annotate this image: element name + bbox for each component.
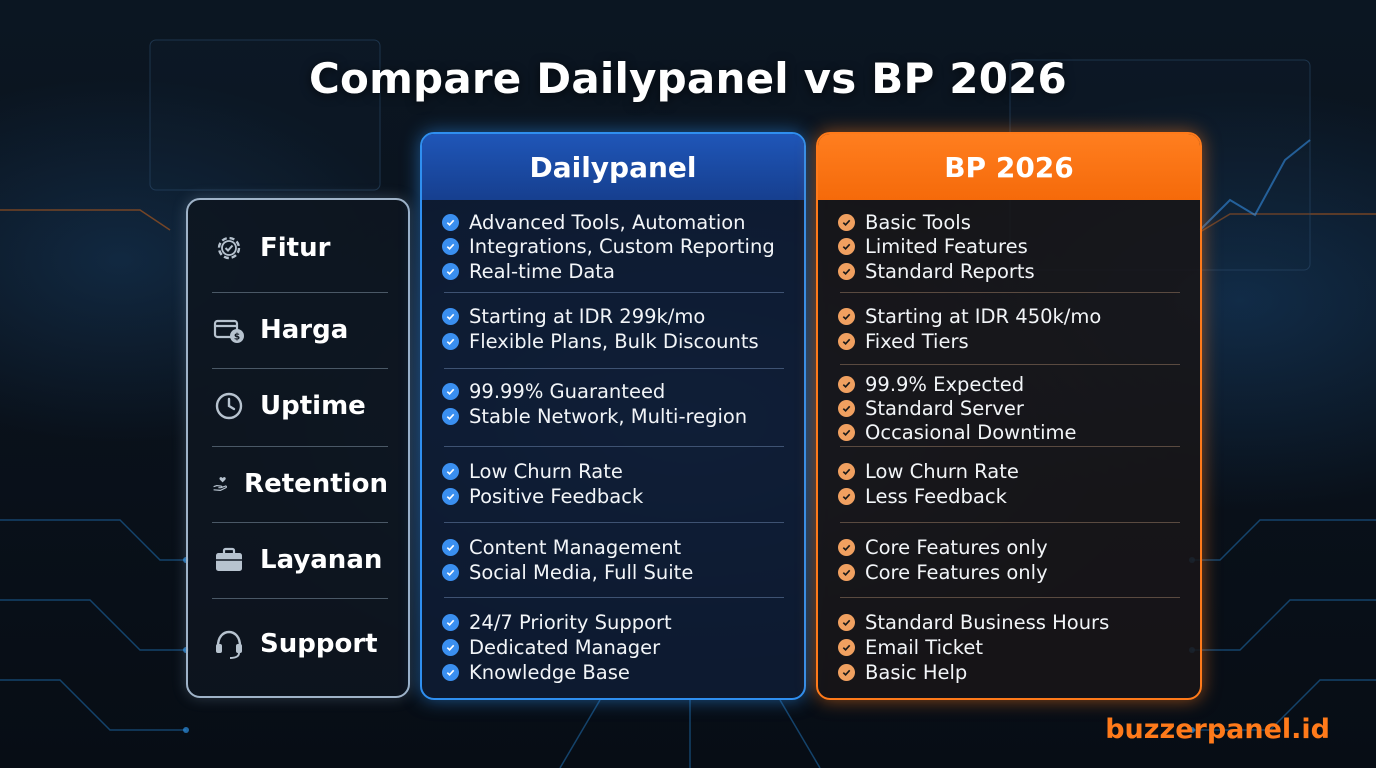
check-icon [442, 238, 459, 255]
list-item: Low Churn Rate [442, 459, 623, 484]
list-item: Integrations, Custom Reporting [442, 234, 775, 259]
check-icon [838, 400, 855, 417]
list-item: Dedicated Manager [442, 635, 660, 660]
list-item: Real-time Data [442, 259, 615, 284]
check-icon [442, 488, 459, 505]
list-item: 99.9% Expected [838, 372, 1024, 397]
check-icon [838, 308, 855, 325]
check-icon [442, 639, 459, 656]
category-label: Layanan [260, 545, 383, 575]
category-label: Fitur [260, 233, 331, 263]
dailypanel-header: Dailypanel [422, 134, 804, 200]
list-item: Positive Feedback [442, 484, 643, 509]
brand-logo-text: buzzerpanel.id [1105, 714, 1330, 745]
check-icon [442, 463, 459, 480]
list-item: 99.99% Guaranteed [442, 379, 665, 404]
check-icon [442, 408, 459, 425]
list-item: Standard Reports [838, 259, 1035, 284]
divider [840, 446, 1180, 447]
list-item: Advanced Tools, Automation [442, 210, 746, 235]
list-item: Social Media, Full Suite [442, 560, 693, 585]
category-label: Harga [260, 315, 349, 345]
divider [212, 292, 388, 293]
divider [840, 522, 1180, 523]
check-icon [442, 383, 459, 400]
category-panel: Fitur $ Harga Uptime Retention L [186, 198, 410, 698]
divider [212, 446, 388, 447]
list-item: Basic Tools [838, 210, 971, 235]
list-item: Basic Help [838, 660, 967, 685]
category-retention: Retention [212, 446, 388, 522]
list-item: Email Ticket [838, 635, 983, 660]
bp2026-column: BP 2026 Basic Tools Limited Features Sta… [816, 132, 1202, 700]
bp2026-header: BP 2026 [818, 134, 1200, 200]
category-label: Uptime [260, 391, 366, 421]
category-label: Support [260, 629, 378, 659]
briefcase-icon [216, 547, 242, 571]
check-icon [442, 308, 459, 325]
list-item: Knowledge Base [442, 660, 630, 685]
check-icon [838, 614, 855, 631]
check-icon [838, 664, 855, 681]
svg-text:$: $ [234, 333, 240, 343]
list-item: Stable Network, Multi-region [442, 404, 747, 429]
check-icon [838, 424, 855, 441]
list-item: Flexible Plans, Bulk Discounts [442, 329, 759, 354]
check-icon [442, 214, 459, 231]
divider [444, 597, 784, 598]
clock-icon [215, 392, 243, 420]
list-item: Limited Features [838, 234, 1028, 259]
list-item: Standard Business Hours [838, 610, 1109, 635]
check-icon [838, 539, 855, 556]
check-icon [838, 639, 855, 656]
divider [840, 597, 1180, 598]
check-icon [838, 238, 855, 255]
divider [840, 364, 1180, 365]
divider [212, 598, 388, 599]
list-item: Starting at IDR 450k/mo [838, 304, 1101, 329]
dailypanel-column: Dailypanel Advanced Tools, Automation In… [420, 132, 806, 700]
category-label: Retention [244, 469, 388, 499]
check-icon [442, 614, 459, 631]
check-icon [442, 263, 459, 280]
list-item: Occasional Downtime [838, 420, 1076, 445]
heart-hand-icon [213, 477, 227, 491]
list-item: Low Churn Rate [838, 459, 1019, 484]
check-icon [442, 539, 459, 556]
divider [444, 368, 784, 369]
divider [444, 446, 784, 447]
category-uptime: Uptime [212, 368, 388, 444]
list-item: Content Management [442, 535, 681, 560]
divider [212, 368, 388, 369]
check-icon [838, 564, 855, 581]
check-icon [442, 664, 459, 681]
list-item: Core Features only [838, 535, 1048, 560]
list-item: Standard Server [838, 396, 1024, 421]
list-item: Core Features only [838, 560, 1048, 585]
check-icon [838, 214, 855, 231]
check-icon [838, 263, 855, 280]
price-card-icon: $ [213, 319, 244, 343]
category-harga: $ Harga [212, 292, 388, 368]
check-icon [838, 463, 855, 480]
check-icon [442, 564, 459, 581]
category-fitur: Fitur [212, 210, 388, 286]
headset-icon [216, 630, 242, 659]
divider [840, 292, 1180, 293]
list-item: Less Feedback [838, 484, 1007, 509]
list-item: 24/7 Priority Support [442, 610, 672, 635]
category-support: Support [212, 606, 388, 682]
check-icon [838, 376, 855, 393]
check-icon [838, 488, 855, 505]
list-item: Starting at IDR 299k/mo [442, 304, 705, 329]
divider [212, 522, 388, 523]
page-title: Compare Dailypanel vs BP 2026 [309, 54, 1067, 103]
list-item: Fixed Tiers [838, 329, 969, 354]
check-icon [838, 333, 855, 350]
gear-check-icon [217, 236, 241, 260]
category-layanan: Layanan [212, 522, 388, 598]
divider [444, 292, 784, 293]
check-icon [442, 333, 459, 350]
divider [444, 522, 784, 523]
